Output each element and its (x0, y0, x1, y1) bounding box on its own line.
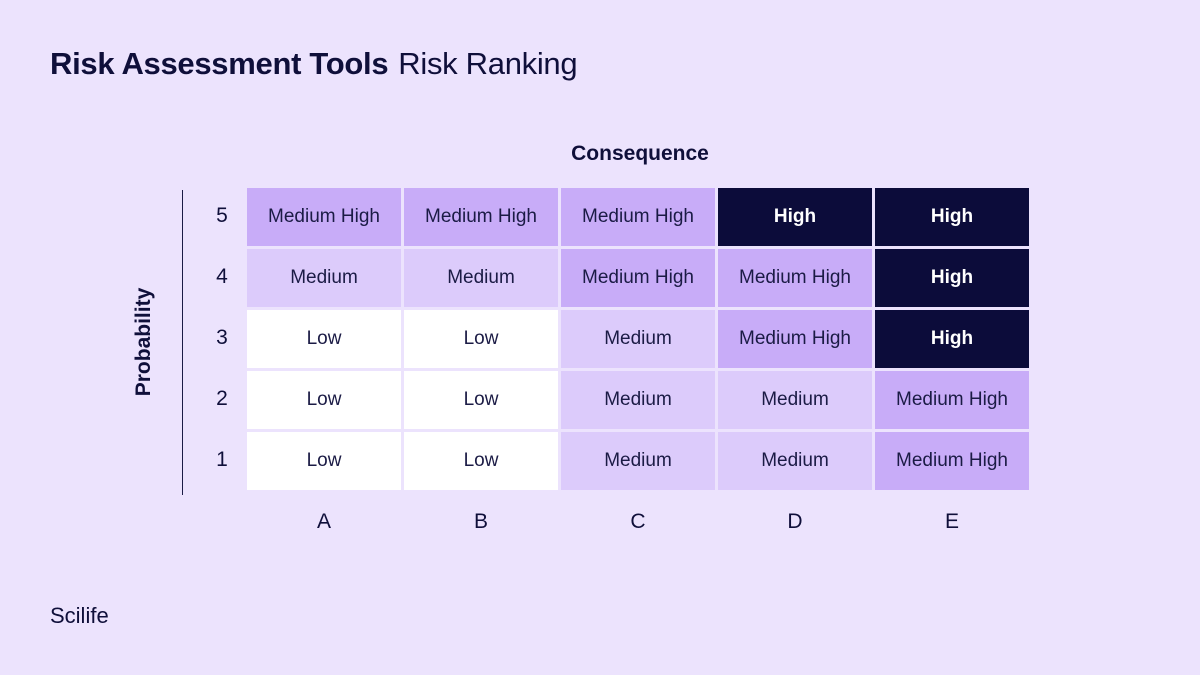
matrix-cell-3-a: Low (247, 310, 401, 368)
matrix-cell-1-c: Medium (561, 432, 715, 490)
matrix-cell-2-b: Low (404, 371, 558, 429)
matrix-cell-2-e: Medium High (875, 371, 1029, 429)
row-label-3: 3 (216, 326, 228, 349)
matrix-cell-2-d: Medium (718, 371, 872, 429)
matrix-cell-3-e: High (875, 310, 1029, 368)
col-label-e: E (944, 510, 959, 533)
col-label-a: A (316, 510, 331, 533)
matrix-cell-2-a: Low (247, 371, 401, 429)
matrix-cell-5-d: High (718, 188, 872, 246)
matrix-cell-1-a: Low (247, 432, 401, 490)
matrix-cell-5-b: Medium High (404, 188, 558, 246)
matrix-cell-4-e: High (875, 249, 1029, 307)
page-title: Risk Assessment Tools Risk Ranking (50, 46, 578, 82)
matrix-cell-4-b: Medium (404, 249, 558, 307)
title-sub: Risk Ranking (398, 46, 578, 81)
brand-logo: Scilife (50, 603, 109, 628)
matrix-cell-1-e: Medium High (875, 432, 1029, 490)
row-label-4: 4 (216, 265, 228, 288)
y-axis-line (182, 190, 183, 495)
matrix-cell-3-d: Medium High (718, 310, 872, 368)
matrix-cell-1-d: Medium (718, 432, 872, 490)
title-main: Risk Assessment Tools (50, 46, 389, 81)
col-label-b: B (473, 510, 488, 533)
matrix-cell-5-e: High (875, 188, 1029, 246)
col-label-c: C (630, 510, 646, 533)
matrix-cell-3-c: Medium (561, 310, 715, 368)
matrix-cell-2-c: Medium (561, 371, 715, 429)
matrix-cell-4-a: Medium (247, 249, 401, 307)
matrix-cell-1-b: Low (404, 432, 558, 490)
risk-matrix: Medium High Medium High Medium High High Hig… (247, 188, 1032, 495)
row-label-1: 1 (216, 448, 228, 471)
matrix-cell-3-b: Low (404, 310, 558, 368)
matrix-cell-5-c: Medium High (561, 188, 715, 246)
x-axis-label: Consequence (571, 142, 709, 165)
matrix-cell-4-d: Medium High (718, 249, 872, 307)
matrix-cell-4-c: Medium High (561, 249, 715, 307)
row-label-5: 5 (216, 204, 228, 227)
matrix-cell-5-a: Medium High (247, 188, 401, 246)
col-label-d: D (787, 510, 803, 533)
row-label-2: 2 (216, 387, 228, 410)
y-axis-label: Probability (132, 287, 155, 397)
